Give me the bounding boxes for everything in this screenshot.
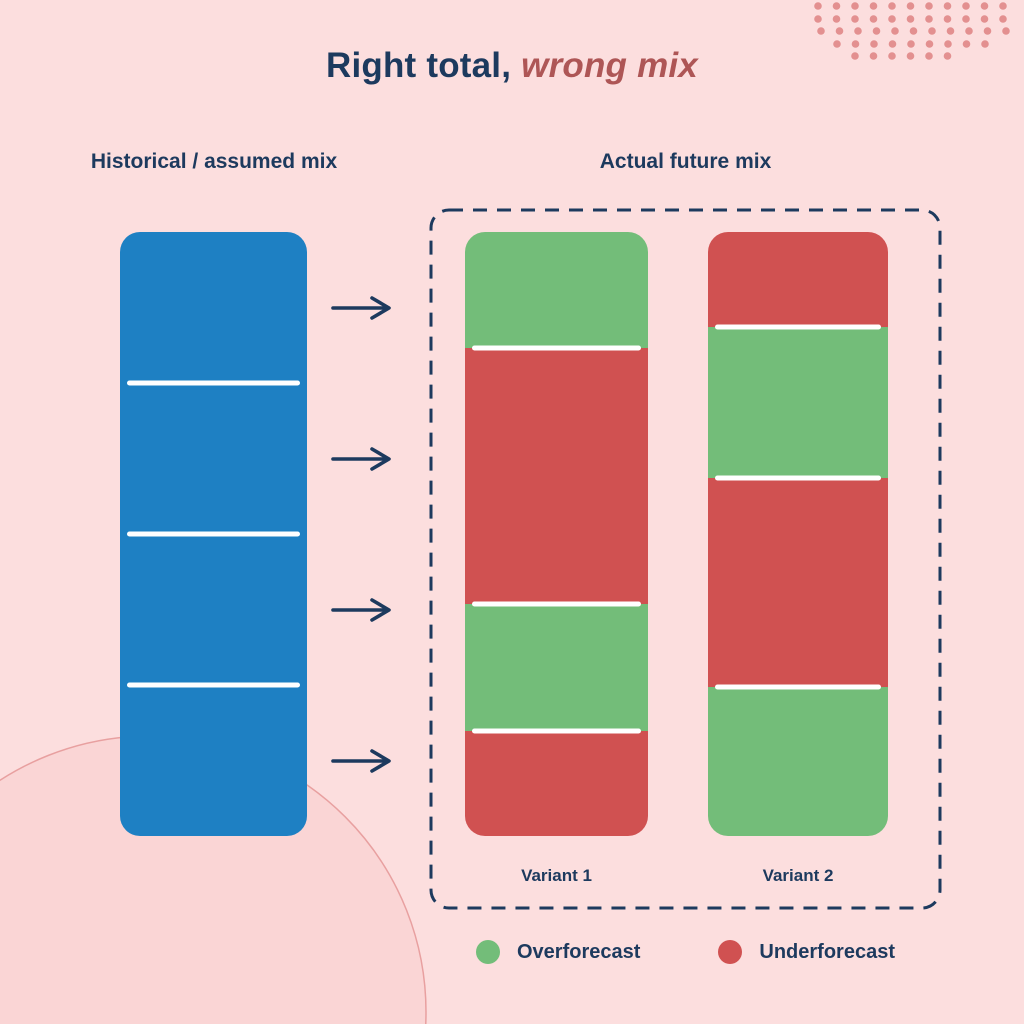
bar-segment-blue: [120, 232, 307, 383]
historical-mix-heading: Historical / assumed mix: [90, 150, 338, 173]
overforecast-dot-icon: [475, 940, 500, 964]
variant-2-bar: [708, 232, 888, 836]
segment-divider: [127, 380, 300, 386]
bar-segment-red: [465, 730, 648, 836]
legend-label: Overforecast: [516, 940, 641, 963]
title-prefix: Right total,: [326, 46, 512, 85]
bar-segment-blue: [120, 685, 307, 836]
bar-segment-green: [465, 604, 648, 731]
arrows-column: [326, 232, 398, 836]
bar-segment-green: [708, 326, 888, 478]
bar-segment-red: [708, 232, 888, 327]
segment-divider: [127, 531, 300, 537]
variant-2-label: Variant 2: [762, 866, 834, 885]
right-arrow-icon: [326, 232, 398, 383]
bar-segment-blue: [120, 534, 307, 685]
bar-segment-blue: [120, 383, 307, 534]
segment-divider: [472, 601, 641, 607]
actual-future-mix-heading: Actual future mix: [599, 150, 772, 173]
bar-segment-green: [708, 686, 888, 836]
right-arrow-icon: [326, 383, 398, 534]
segment-divider: [127, 682, 300, 688]
historical-mix-bar: [120, 232, 307, 836]
bar-segment-green: [465, 232, 648, 348]
segment-divider: [715, 324, 881, 330]
dashed-frame: [429, 208, 942, 910]
segment-divider: [472, 728, 641, 734]
segment-divider: [715, 684, 881, 690]
bar-segment-red: [465, 347, 648, 605]
bar-segment-red: [708, 477, 888, 687]
right-arrow-icon: [326, 685, 398, 836]
page-title: Right total, wrong mix: [0, 46, 1024, 86]
segment-divider: [715, 475, 881, 481]
underforecast-dot-icon: [718, 940, 743, 964]
legend-item-underforecast: Underforecast: [718, 940, 895, 964]
legend: Overforecast Underforecast: [429, 940, 942, 964]
legend-item-overforecast: Overforecast: [475, 940, 641, 964]
title-emphasis: wrong mix: [521, 46, 698, 85]
variant-1-label: Variant 1: [521, 866, 592, 885]
segment-divider: [472, 345, 641, 351]
variant-1-bar: [465, 232, 648, 836]
legend-label: Underforecast: [759, 940, 895, 963]
right-arrow-icon: [326, 534, 398, 685]
